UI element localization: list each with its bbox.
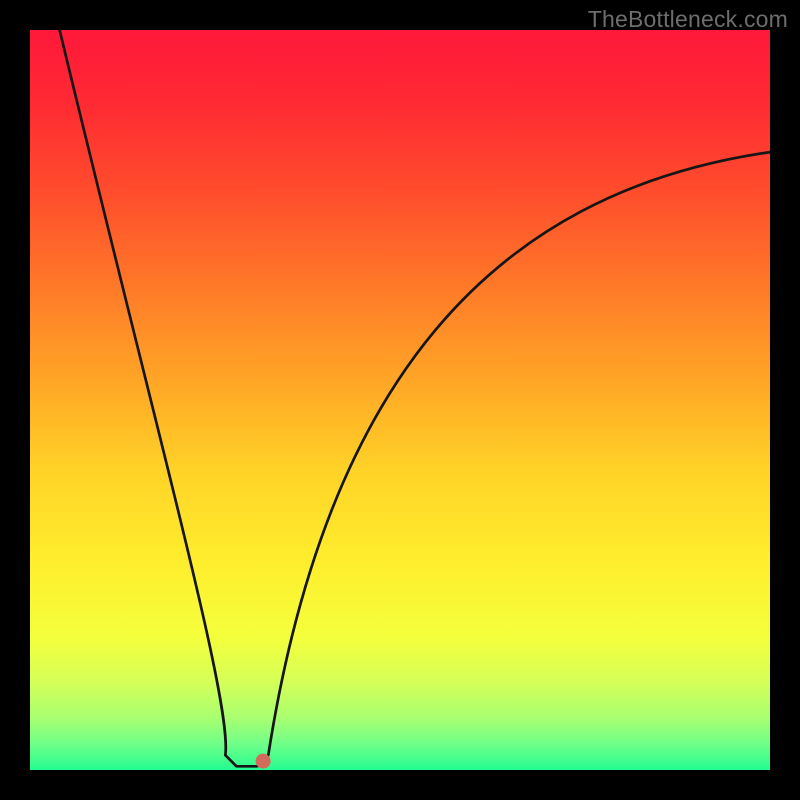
chart-container: TheBottleneck.com [0,0,800,800]
chart-background [30,30,770,770]
watermark-text: TheBottleneck.com [588,6,788,33]
optimal-point-marker [256,754,271,769]
bottleneck-chart [30,30,770,770]
